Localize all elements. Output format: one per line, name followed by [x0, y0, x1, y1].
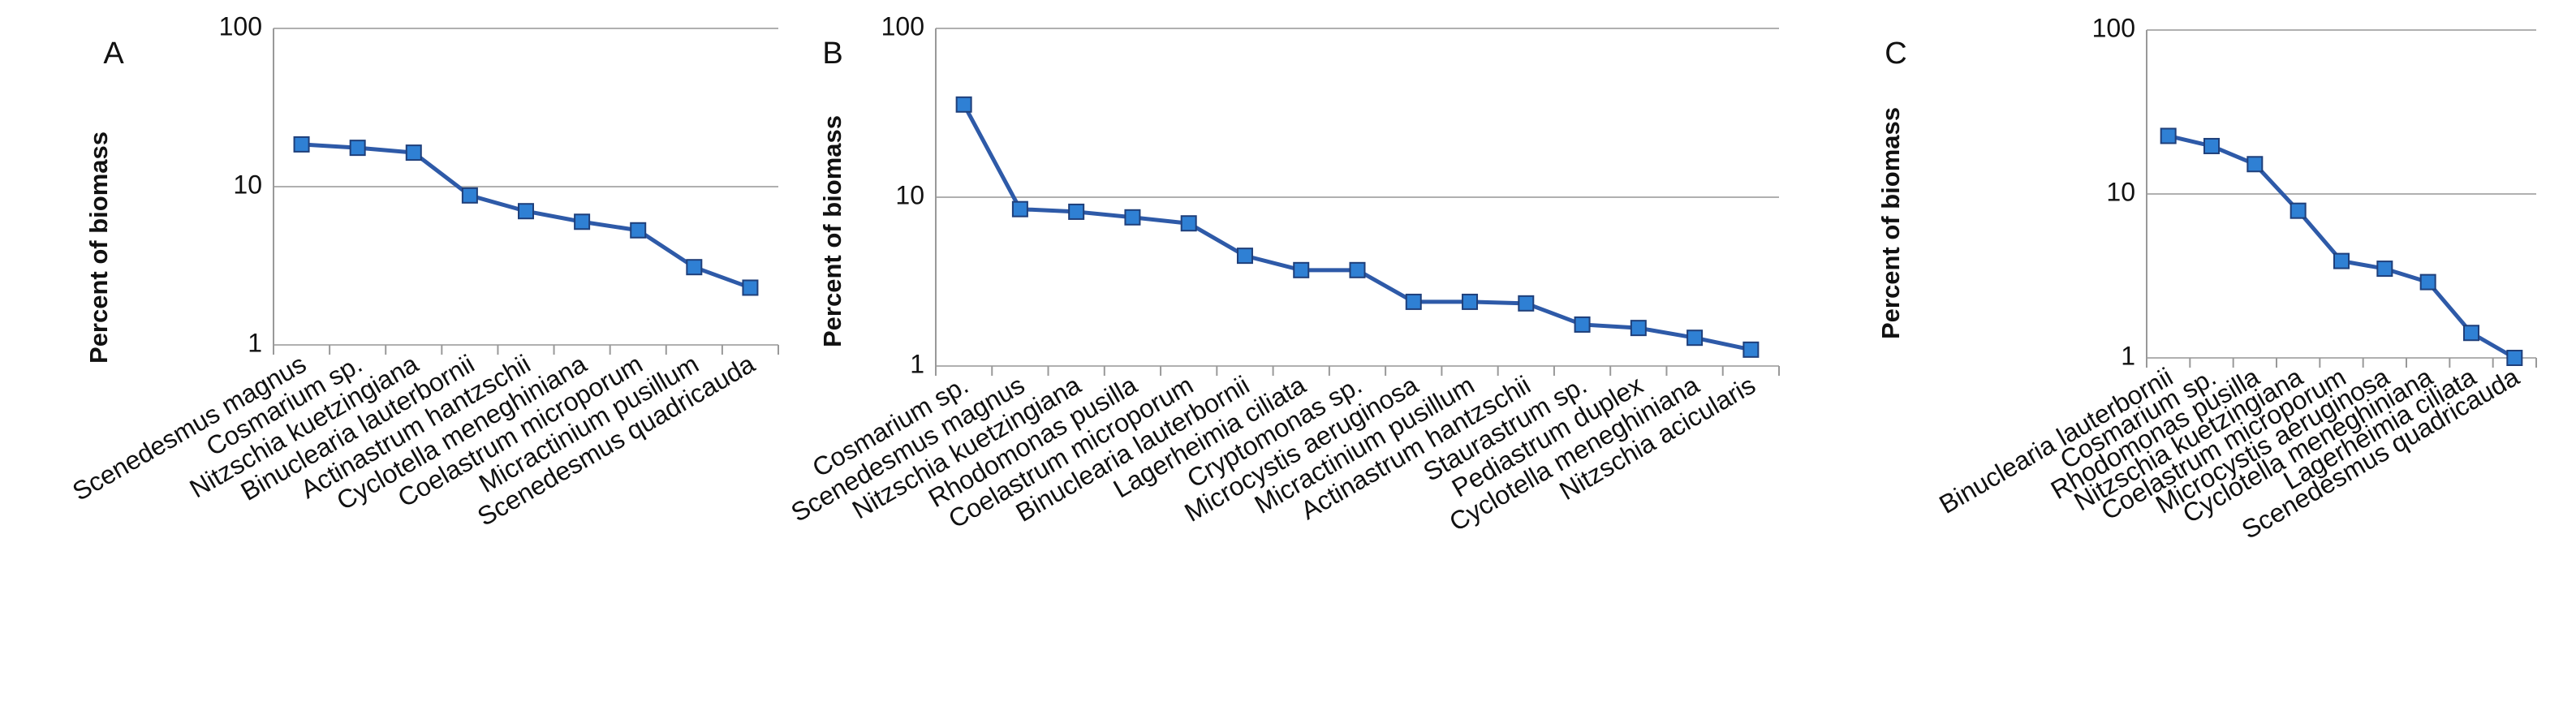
marker: [686, 259, 703, 276]
y-tick-label: 1: [2121, 341, 2135, 370]
y-tick-label: 10: [895, 180, 924, 209]
marker: [2160, 127, 2177, 144]
y-axis-title: Percent of biomass: [1876, 107, 1905, 339]
marker: [518, 203, 534, 220]
marker: [2203, 137, 2220, 154]
y-tick-label: 100: [2092, 13, 2135, 42]
marker: [1518, 295, 1535, 312]
marker: [1630, 320, 1647, 337]
marker: [293, 136, 310, 153]
panel-label: C: [1885, 37, 1906, 71]
marker: [1180, 215, 1197, 232]
marker: [574, 213, 591, 230]
marker: [955, 96, 972, 113]
y-tick-label: 10: [2106, 177, 2135, 206]
marker: [405, 144, 422, 162]
marker: [1124, 209, 1141, 226]
y-tick-label: 10: [233, 170, 262, 199]
marker: [1236, 248, 1253, 265]
marker: [2506, 350, 2523, 366]
marker: [1068, 203, 1085, 220]
y-tick-label: 1: [910, 349, 924, 378]
marker: [2376, 261, 2393, 278]
y-axis-title: Percent of biomass: [818, 115, 846, 347]
marker: [2463, 325, 2479, 342]
marker: [1011, 200, 1028, 217]
marker: [1686, 329, 1704, 347]
y-tick-label: 100: [881, 11, 924, 41]
marker: [742, 279, 759, 296]
marker: [630, 222, 647, 239]
panel-label: B: [822, 37, 842, 71]
marker: [1405, 293, 1422, 310]
series-line: [962, 103, 1751, 352]
marker: [2333, 252, 2350, 269]
marker: [2246, 156, 2264, 173]
marker: [349, 140, 366, 157]
marker: [1574, 316, 1591, 333]
marker: [2419, 273, 2436, 291]
marker: [2290, 202, 2307, 219]
marker: [461, 187, 478, 204]
marker: [1293, 261, 1310, 278]
y-tick-label: 100: [219, 11, 262, 41]
panel-label: A: [103, 37, 124, 71]
series-line: [2168, 134, 2516, 360]
marker: [1349, 261, 1366, 278]
y-tick-label: 1: [248, 328, 262, 357]
marker: [1742, 341, 1760, 358]
marker: [1462, 293, 1479, 310]
y-axis-title: Percent of biomass: [84, 131, 113, 364]
